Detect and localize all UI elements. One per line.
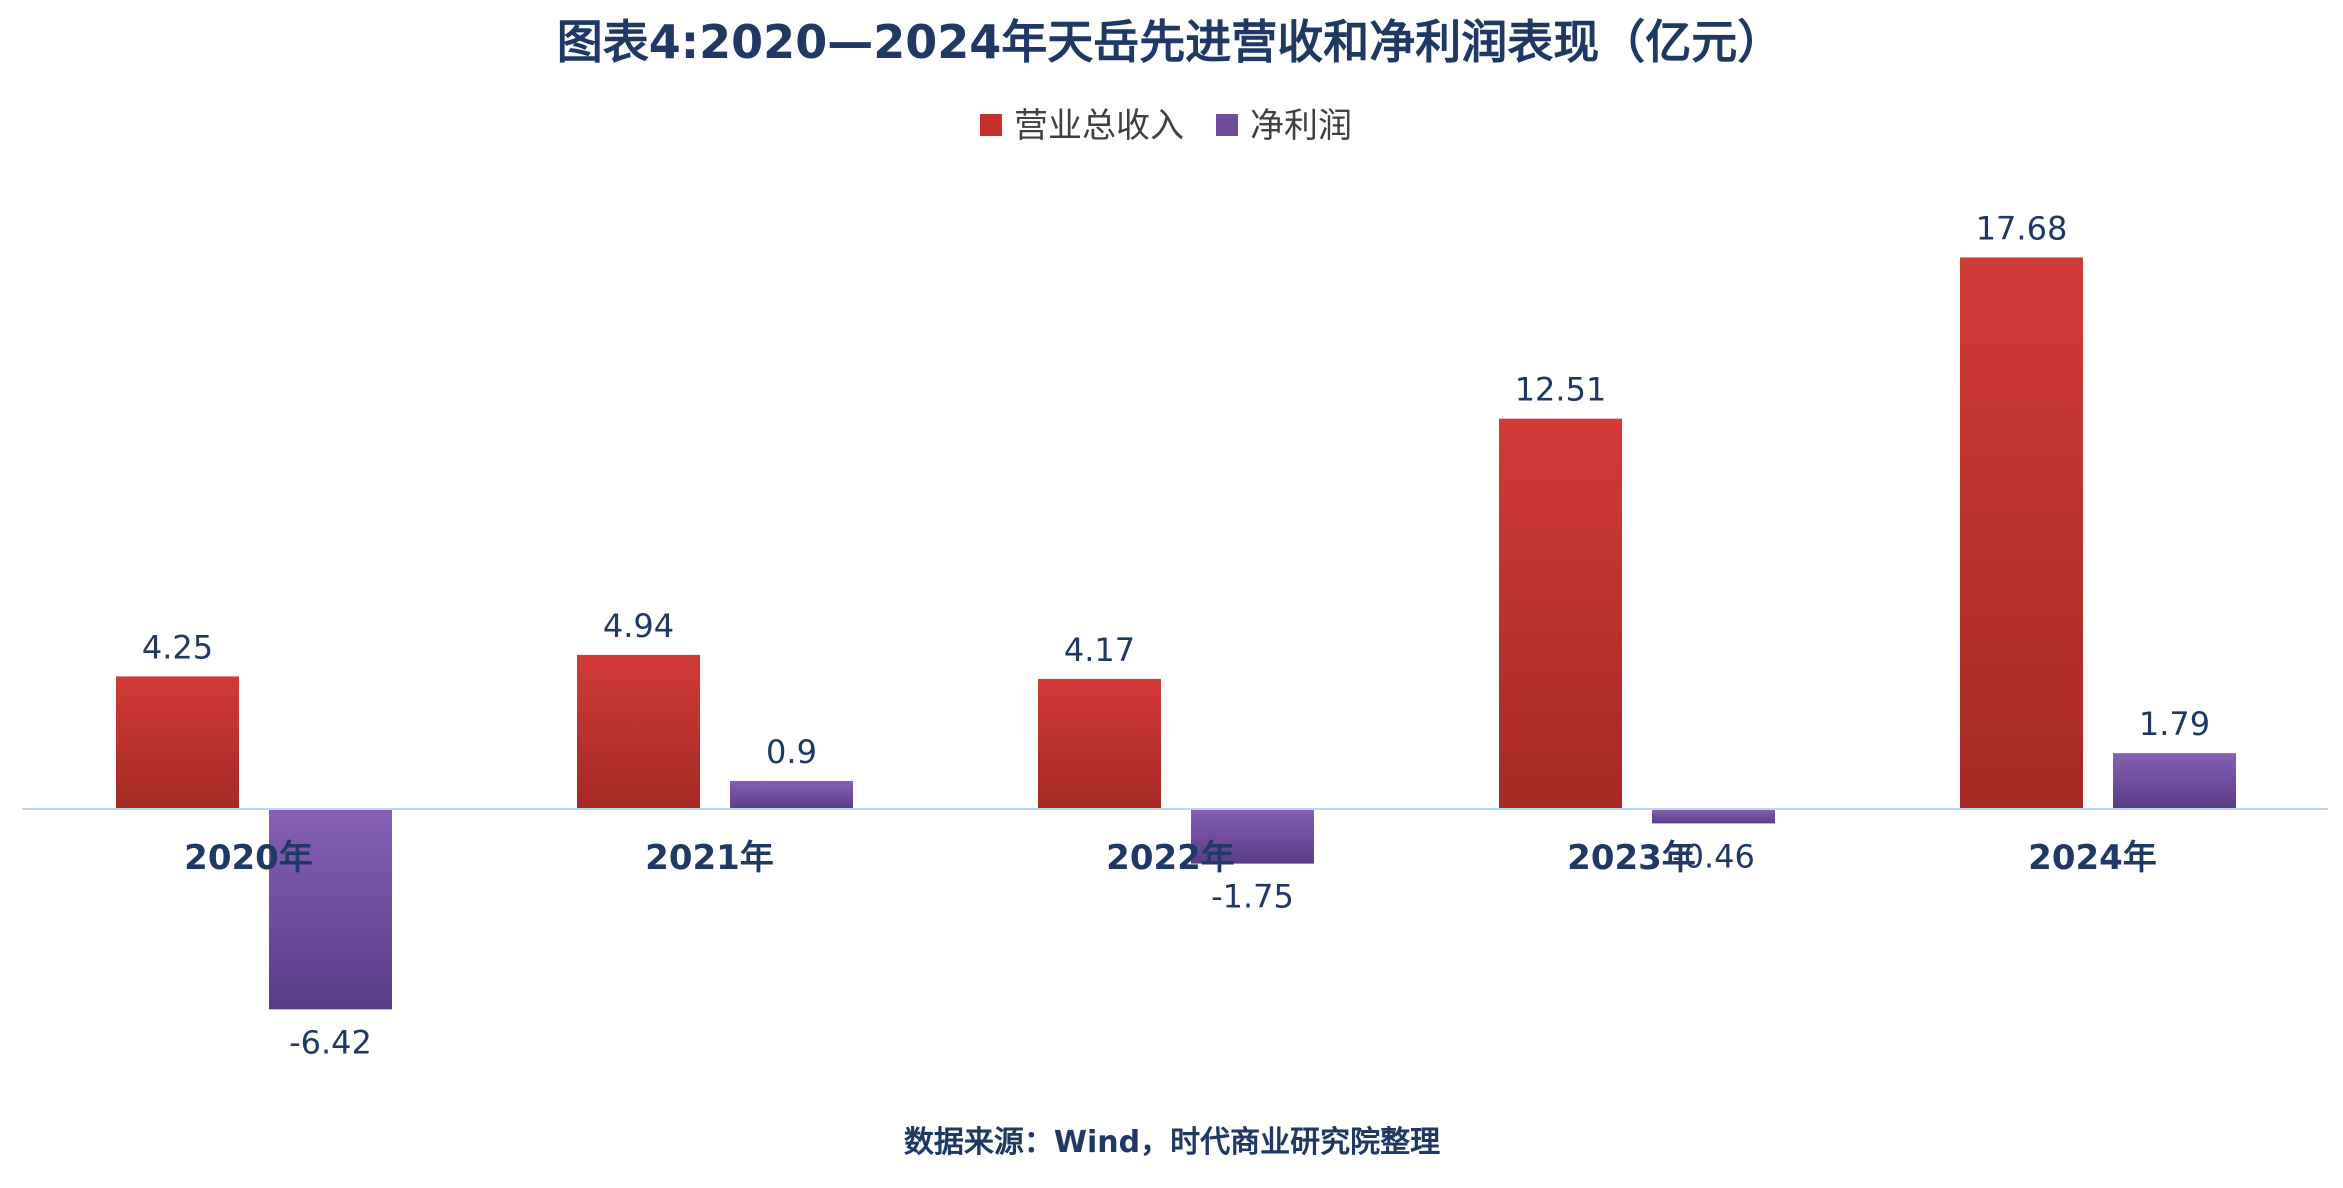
legend-label-net-profit: 净利润 <box>1250 106 1352 146</box>
data-label-net-profit-1: -6.42 <box>289 1023 372 1061</box>
x-tick-label-3: 2022年 <box>1106 838 1235 878</box>
x-tick-label-2: 2021年 <box>645 838 774 878</box>
data-label-revenue-2: 4.94 <box>603 607 674 645</box>
bar-net-profit-2 <box>730 780 853 809</box>
x-tick-label-5: 2024年 <box>2028 838 2157 878</box>
bar-net-profit-3 <box>1191 809 1314 864</box>
bar-revenue-5 <box>1960 257 2083 809</box>
bar-net-profit-1 <box>269 809 392 1010</box>
bar-revenue-1 <box>116 676 239 809</box>
data-label-net-profit-2: 0.9 <box>766 733 817 771</box>
x-tick-label-1: 2020年 <box>184 838 313 878</box>
legend-label-revenue: 营业总收入 <box>1014 106 1184 146</box>
source-note: 数据来源：Wind，时代商业研究院整理 <box>904 1125 1440 1160</box>
data-label-net-profit-3: -1.75 <box>1211 878 1294 916</box>
bar-net-profit-5 <box>2113 753 2236 809</box>
bar-net-profit-4 <box>1652 809 1775 824</box>
data-label-net-profit-4: -0.46 <box>1672 837 1755 875</box>
data-label-revenue-1: 4.25 <box>142 628 213 666</box>
plot-area: 4.25 -6.42 4.94 0.9 4.17 -1.75 12.51 -0.46 17.68… <box>22 209 2328 1061</box>
x-tick-label-4: 2023年 <box>1567 838 1696 878</box>
legend: 营业总收入 净利润 <box>980 106 1352 146</box>
data-label-net-profit-5: 1.79 <box>2139 705 2210 743</box>
data-label-revenue-3: 4.17 <box>1064 631 1135 669</box>
legend-swatch-revenue <box>980 114 1002 136</box>
legend-swatch-net-profit <box>1216 114 1238 136</box>
bar-revenue-3 <box>1038 678 1161 809</box>
data-label-revenue-4: 12.51 <box>1515 371 1607 409</box>
bar-revenue-4 <box>1499 418 1622 809</box>
bar-revenue-2 <box>577 654 700 809</box>
data-label-revenue-5: 17.68 <box>1976 209 2068 247</box>
chart-title: 图表4:2020—2024年天岳先进营收和净利润表现（亿元） <box>557 15 1783 69</box>
